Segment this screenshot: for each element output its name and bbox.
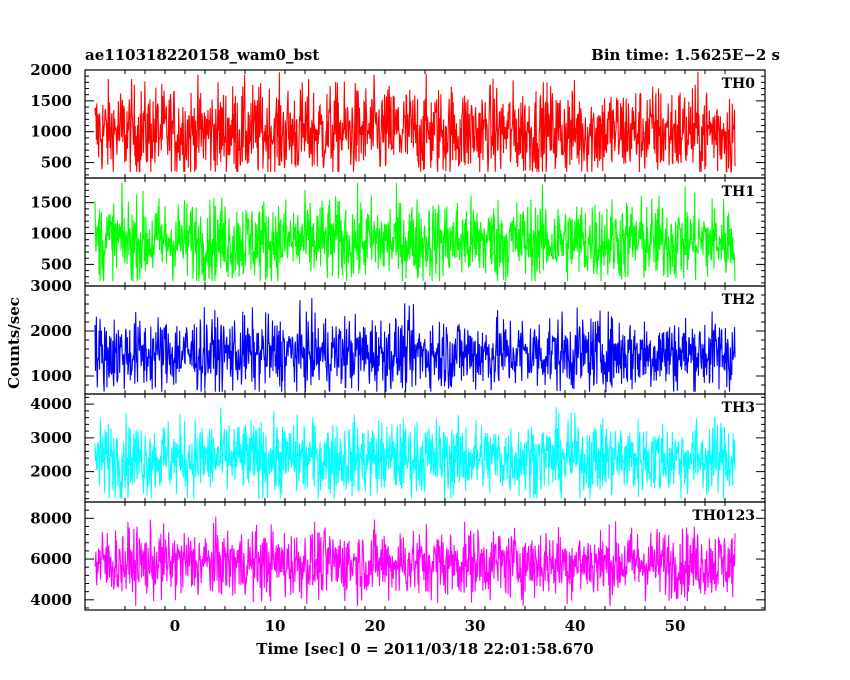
- y-tick-label-th3: 3000: [30, 429, 72, 447]
- panel-label-th0: TH0: [722, 76, 756, 92]
- x-tick-label: 30: [465, 617, 486, 635]
- x-tick-label: 10: [265, 617, 286, 635]
- y-axis-label: Counts/sec: [5, 297, 23, 389]
- y-tick-label-th3: 2000: [30, 463, 72, 481]
- y-tick-label-th1: 1500: [30, 194, 72, 212]
- y-tick-label-th0123: 4000: [30, 591, 72, 609]
- y-tick-label-th0: 2000: [30, 61, 72, 79]
- panel-label-th2: TH2: [722, 292, 755, 308]
- y-tick-label-th2: 2000: [30, 322, 72, 340]
- x-tick-label: 40: [565, 617, 586, 635]
- y-tick-label-th2: 3000: [30, 277, 72, 295]
- x-tick-label: 20: [365, 617, 386, 635]
- y-tick-label-th3: 4000: [30, 395, 72, 413]
- y-tick-label-th1: 500: [41, 255, 72, 273]
- panel-label-th1: TH1: [722, 184, 755, 200]
- y-tick-label-th1: 1000: [30, 225, 72, 243]
- bin-time-label: Bin time: 1.5625E−2 s: [591, 46, 780, 64]
- series-line-th0: [94, 71, 736, 173]
- x-axis-label: Time [sec] 0 = 2011/03/18 22:01:58.670: [256, 640, 593, 658]
- observation-id: ae110318220158_wam0_bst: [85, 46, 319, 64]
- panels-group: 500100015002000TH050010001500TH110002000…: [30, 61, 766, 635]
- x-tick-label: 50: [665, 617, 686, 635]
- series-line-th2: [94, 297, 736, 392]
- y-tick-label-th0123: 8000: [30, 509, 72, 527]
- panel-label-th3: TH3: [722, 400, 755, 416]
- x-tick-label: 0: [170, 617, 180, 635]
- y-tick-label-th0: 1500: [30, 92, 72, 110]
- y-tick-label-th0123: 6000: [30, 550, 72, 568]
- series-line-th0123: [94, 516, 736, 606]
- panel-label-th0123: TH0123: [692, 508, 755, 524]
- series-line-th3: [94, 407, 736, 499]
- y-tick-label-th0: 500: [41, 154, 72, 172]
- series-line-th1: [94, 182, 736, 282]
- y-tick-label-th0: 1000: [30, 123, 72, 141]
- y-tick-label-th2: 1000: [30, 367, 72, 385]
